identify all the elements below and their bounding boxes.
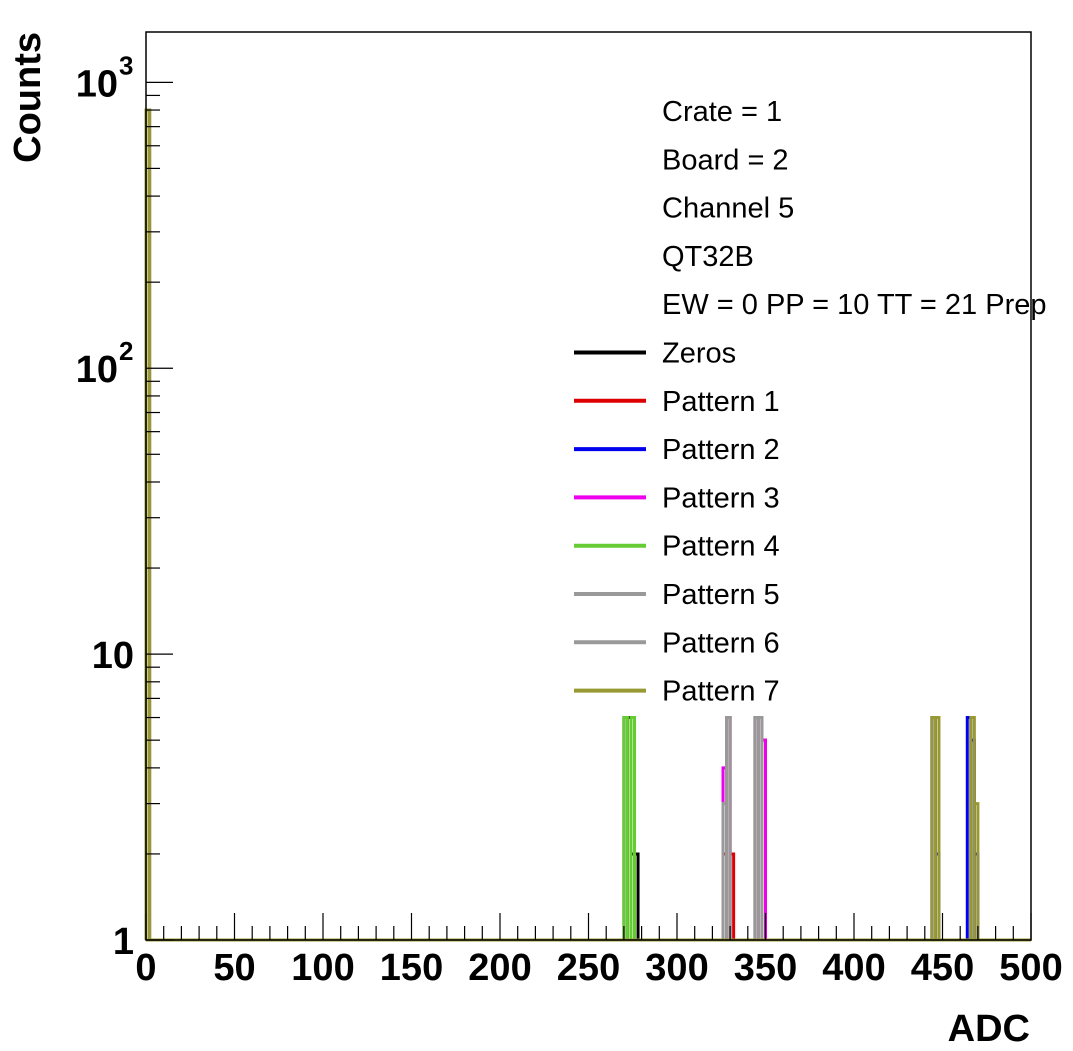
series-pattern-2 bbox=[144, 108, 1031, 942]
series-pattern-3 bbox=[144, 108, 1031, 942]
x-axis-ticks bbox=[145, 913, 1032, 940]
x-tick-label: 150 bbox=[380, 947, 443, 989]
legend-label: Pattern 1 bbox=[662, 386, 780, 418]
y-tick-label: 10 3 bbox=[76, 50, 134, 105]
x-tick-label: 250 bbox=[557, 947, 620, 989]
y-axis-ticks bbox=[146, 81, 173, 941]
y-tick-label: 10 2 bbox=[76, 336, 134, 391]
info-line: EW = 0 PP = 10 TT = 21 Prep bbox=[662, 289, 1046, 321]
legend-entry: Pattern 5 bbox=[574, 579, 780, 611]
x-tick-label: 500 bbox=[999, 947, 1062, 989]
x-tick-label: 0 bbox=[135, 947, 156, 989]
info-line: Channel 5 bbox=[662, 193, 794, 225]
series-zeros bbox=[144, 108, 1031, 942]
x-tick-label: 50 bbox=[213, 947, 255, 989]
legend-label: Pattern 7 bbox=[662, 676, 780, 708]
legend-label: Zeros bbox=[662, 338, 736, 370]
legend-label: Pattern 2 bbox=[662, 434, 780, 466]
legend-label: Pattern 5 bbox=[662, 579, 780, 611]
y-tick-base: 10 bbox=[76, 63, 118, 105]
plot-frame bbox=[145, 31, 1032, 941]
series-pattern-1 bbox=[144, 108, 1031, 942]
y-tick-base: 10 bbox=[92, 635, 134, 677]
y-tick-base: 1 bbox=[113, 921, 134, 963]
series-pattern-4 bbox=[144, 108, 1031, 942]
legend-entry: Pattern 3 bbox=[574, 482, 780, 514]
series-pattern-5 bbox=[144, 108, 1031, 942]
info-line: Board = 2 bbox=[662, 144, 789, 176]
legend: Zeros Pattern 1 Pattern 2 Pattern 3 Pattern … bbox=[574, 338, 780, 708]
x-tick-label: 350 bbox=[734, 947, 797, 989]
x-axis-tick-labels: 0 50 100 150 200 250 300 350 400 450 500 bbox=[135, 947, 1062, 989]
info-line: Crate = 1 bbox=[662, 96, 782, 128]
legend-label: Pattern 6 bbox=[662, 627, 780, 659]
legend-entry: Pattern 2 bbox=[574, 434, 780, 466]
series-pattern-6 bbox=[144, 108, 1031, 942]
y-tick-label: 1 bbox=[113, 921, 134, 963]
legend-entry: Pattern 4 bbox=[574, 531, 780, 563]
y-tick-exponent: 3 bbox=[119, 50, 133, 80]
legend-entry: Pattern 1 bbox=[574, 386, 780, 418]
info-text-block: Crate = 1 Board = 2 Channel 5 QT32B EW = 0 P… bbox=[662, 96, 1046, 321]
legend-entry: Zeros bbox=[574, 338, 736, 370]
series-layer bbox=[144, 108, 1031, 942]
y-tick-exponent: 2 bbox=[119, 336, 133, 366]
legend-label: Pattern 3 bbox=[662, 482, 780, 514]
legend-entry: Pattern 7 bbox=[574, 676, 780, 708]
y-axis-title: Counts bbox=[7, 32, 49, 163]
legend-entry: Pattern 6 bbox=[574, 627, 780, 659]
x-tick-label: 300 bbox=[645, 947, 708, 989]
series-pattern-7 bbox=[144, 108, 1031, 942]
x-tick-label: 200 bbox=[468, 947, 531, 989]
info-line: QT32B bbox=[662, 241, 754, 273]
y-tick-label: 10 bbox=[92, 635, 134, 677]
legend-label: Pattern 4 bbox=[662, 531, 780, 563]
x-axis-title: ADC bbox=[948, 1008, 1030, 1050]
x-tick-label: 450 bbox=[911, 947, 974, 989]
x-tick-label: 100 bbox=[291, 947, 354, 989]
y-tick-base: 10 bbox=[76, 349, 118, 391]
x-tick-label: 400 bbox=[822, 947, 885, 989]
